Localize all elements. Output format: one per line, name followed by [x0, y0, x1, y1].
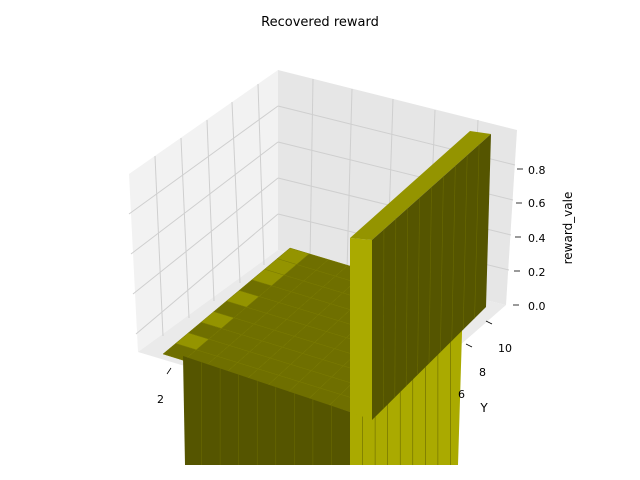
- wall-mesh-line: [417, 197, 420, 375]
- surface-front-face: [183, 356, 350, 465]
- wall-top-face: [350, 131, 491, 240]
- wall-mesh-line: [383, 229, 385, 409]
- y-tick-label: 6: [458, 388, 465, 401]
- x-tick-label: 2: [157, 393, 164, 406]
- wall-mesh-line: [440, 176, 444, 353]
- wall-mesh-line: [462, 155, 468, 330]
- y-tick-marks: [465, 320, 493, 348]
- wall-front-face: [350, 238, 372, 420]
- wall-mesh-line: [405, 208, 409, 387]
- z-axis: 0.0 0.2 0.4 0.6 0.8 reward_vale: [528, 164, 575, 313]
- wall-mesh: [383, 144, 480, 409]
- wall-mesh-line: [428, 186, 432, 364]
- z-tick-label: 0.6: [528, 197, 546, 210]
- left-pane: [129, 70, 278, 352]
- y-tick-label: 10: [498, 342, 512, 355]
- x-axis: 2: [157, 393, 164, 406]
- z-tick-label: 0.2: [528, 266, 546, 279]
- wall-side-face: [372, 134, 491, 420]
- z-tick-label: 0.0: [528, 300, 546, 313]
- wall-mesh-line: [474, 144, 480, 319]
- wall-mesh-line: [394, 218, 397, 398]
- z-axis-label: reward_vale: [561, 192, 575, 265]
- y-axis: 6 8 10 Y: [458, 342, 512, 415]
- z-tick-label: 0.4: [528, 232, 546, 245]
- chart-title: Recovered reward: [261, 15, 379, 30]
- z-tick-label: 0.8: [528, 164, 546, 177]
- y-axis-label: Y: [479, 401, 488, 415]
- x-tick-marks: [166, 367, 172, 375]
- y-tick-label: 8: [479, 366, 486, 379]
- wall-mesh-line: [451, 165, 456, 341]
- z-tick-marks: [513, 168, 523, 306]
